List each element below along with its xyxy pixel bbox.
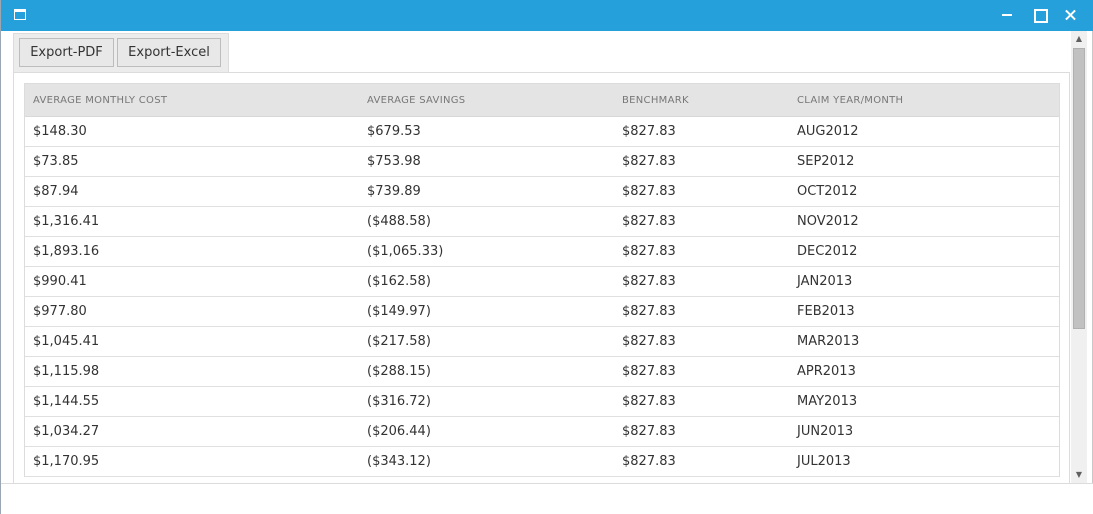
minimize-icon[interactable] bbox=[991, 0, 1023, 31]
cell-average-monthly-cost: $1,144.55 bbox=[33, 394, 100, 409]
cell-claim-year-month: DEC2012 bbox=[797, 244, 858, 259]
export-pdf-button[interactable]: Export-PDF bbox=[19, 38, 114, 67]
cell-benchmark: $827.83 bbox=[622, 454, 676, 469]
cell-claim-year-month: MAY2013 bbox=[797, 394, 858, 409]
table-row[interactable]: $1,115.98 ($288.15) $827.83 APR2013 bbox=[25, 357, 1059, 387]
cell-average-savings: ($149.97) bbox=[367, 304, 431, 319]
title-bar bbox=[1, 0, 1093, 31]
export-excel-button[interactable]: Export-Excel bbox=[117, 38, 221, 67]
cell-claim-year-month: MAR2013 bbox=[797, 334, 860, 349]
maximize-icon[interactable] bbox=[1023, 0, 1055, 31]
cell-benchmark: $827.83 bbox=[622, 124, 676, 139]
cell-average-monthly-cost: $87.94 bbox=[33, 184, 79, 199]
scrollbar-thumb[interactable] bbox=[1073, 48, 1085, 329]
cell-average-monthly-cost: $73.85 bbox=[33, 154, 79, 169]
cell-claim-year-month: APR2013 bbox=[797, 364, 856, 379]
cell-average-monthly-cost: $1,170.95 bbox=[33, 454, 100, 469]
cell-claim-year-month: JUN2013 bbox=[797, 424, 854, 439]
cell-benchmark: $827.83 bbox=[622, 304, 676, 319]
cell-average-savings: $753.98 bbox=[367, 154, 421, 169]
window-icon bbox=[14, 9, 26, 20]
cell-average-savings: ($206.44) bbox=[367, 424, 431, 439]
table-row[interactable]: $1,144.55 ($316.72) $827.83 MAY2013 bbox=[25, 387, 1059, 417]
cell-claim-year-month: NOV2012 bbox=[797, 214, 859, 229]
cell-benchmark: $827.83 bbox=[622, 184, 676, 199]
cell-claim-year-month: SEP2012 bbox=[797, 154, 855, 169]
cell-claim-year-month: AUG2012 bbox=[797, 124, 859, 139]
cell-claim-year-month: FEB2013 bbox=[797, 304, 855, 319]
cell-average-savings: ($488.58) bbox=[367, 214, 431, 229]
vertical-scrollbar[interactable]: ▲ ▼ bbox=[1071, 31, 1087, 483]
cell-average-savings: $739.89 bbox=[367, 184, 421, 199]
cell-average-savings: ($217.58) bbox=[367, 334, 431, 349]
cell-benchmark: $827.83 bbox=[622, 214, 676, 229]
data-grid: AVERAGE MONTHLY COST AVERAGE SAVINGS BEN… bbox=[24, 83, 1060, 477]
cell-average-monthly-cost: $1,115.98 bbox=[33, 364, 100, 379]
cell-average-savings: ($343.12) bbox=[367, 454, 431, 469]
table-row[interactable]: $1,034.27 ($206.44) $827.83 JUN2013 bbox=[25, 417, 1059, 447]
grid-panel: AVERAGE MONTHLY COST AVERAGE SAVINGS BEN… bbox=[13, 72, 1070, 483]
table-row[interactable]: $148.30 $679.53 $827.83 AUG2012 bbox=[25, 117, 1059, 147]
column-header-benchmark[interactable]: BENCHMARK bbox=[622, 95, 689, 106]
cell-benchmark: $827.83 bbox=[622, 334, 676, 349]
cell-claim-year-month: JUL2013 bbox=[797, 454, 851, 469]
table-row[interactable]: $1,170.95 ($343.12) $827.83 JUL2013 bbox=[25, 447, 1059, 477]
cell-average-savings: ($1,065.33) bbox=[367, 244, 444, 259]
cell-benchmark: $827.83 bbox=[622, 154, 676, 169]
window-footer bbox=[1, 483, 1093, 514]
table-row[interactable]: $977.80 ($149.97) $827.83 FEB2013 bbox=[25, 297, 1059, 327]
cell-benchmark: $827.83 bbox=[622, 394, 676, 409]
cell-benchmark: $827.83 bbox=[622, 274, 676, 289]
column-header-average-savings[interactable]: AVERAGE SAVINGS bbox=[367, 95, 466, 106]
scroll-up-icon[interactable]: ▲ bbox=[1075, 34, 1083, 43]
cell-benchmark: $827.83 bbox=[622, 364, 676, 379]
cell-average-monthly-cost: $148.30 bbox=[33, 124, 87, 139]
table-row[interactable]: $1,045.41 ($217.58) $827.83 MAR2013 bbox=[25, 327, 1059, 357]
cell-average-monthly-cost: $1,045.41 bbox=[33, 334, 100, 349]
cell-average-savings: ($316.72) bbox=[367, 394, 431, 409]
cell-average-monthly-cost: $1,034.27 bbox=[33, 424, 100, 439]
table-row[interactable]: $73.85 $753.98 $827.83 SEP2012 bbox=[25, 147, 1059, 177]
cell-average-savings: ($288.15) bbox=[367, 364, 431, 379]
table-row[interactable]: $1,893.16 ($1,065.33) $827.83 DEC2012 bbox=[25, 237, 1059, 267]
cell-average-monthly-cost: $990.41 bbox=[33, 274, 87, 289]
column-header-claim-year-month[interactable]: CLAIM YEAR/MONTH bbox=[797, 95, 904, 106]
grid-header: AVERAGE MONTHLY COST AVERAGE SAVINGS BEN… bbox=[25, 84, 1059, 117]
table-row[interactable]: $87.94 $739.89 $827.83 OCT2012 bbox=[25, 177, 1059, 207]
cell-benchmark: $827.83 bbox=[622, 244, 676, 259]
cell-benchmark: $827.83 bbox=[622, 424, 676, 439]
cell-average-savings: $679.53 bbox=[367, 124, 421, 139]
scroll-down-icon[interactable]: ▼ bbox=[1075, 470, 1083, 479]
cell-average-monthly-cost: $1,893.16 bbox=[33, 244, 100, 259]
cell-average-monthly-cost: $977.80 bbox=[33, 304, 87, 319]
table-row[interactable]: $990.41 ($162.58) $827.83 JAN2013 bbox=[25, 267, 1059, 297]
cell-average-savings: ($162.58) bbox=[367, 274, 431, 289]
grid-body: $148.30 $679.53 $827.83 AUG2012 $73.85 $753.9… bbox=[25, 117, 1059, 477]
close-icon[interactable] bbox=[1055, 0, 1087, 31]
cell-claim-year-month: JAN2013 bbox=[797, 274, 853, 289]
table-row[interactable]: $1,316.41 ($488.58) $827.83 NOV2012 bbox=[25, 207, 1059, 237]
cell-average-monthly-cost: $1,316.41 bbox=[33, 214, 100, 229]
column-header-average-monthly-cost[interactable]: AVERAGE MONTHLY COST bbox=[33, 95, 168, 106]
export-toolbar: Export-PDF Export-Excel bbox=[13, 33, 229, 72]
cell-claim-year-month: OCT2012 bbox=[797, 184, 858, 199]
